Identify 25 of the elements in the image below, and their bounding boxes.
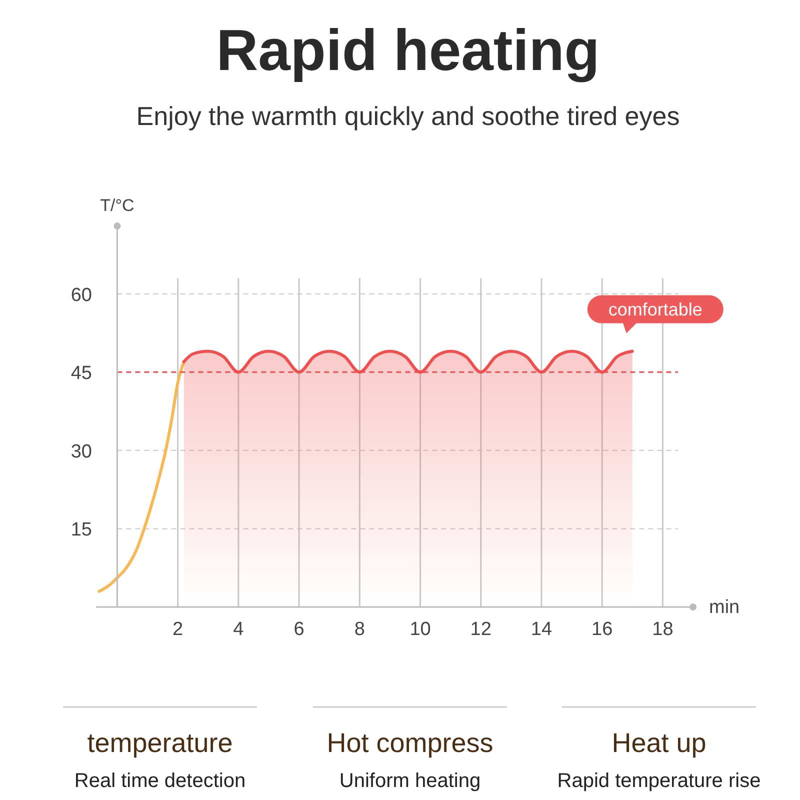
x-tick-label: 4 bbox=[233, 619, 244, 640]
x-tick-label: 10 bbox=[410, 619, 431, 640]
y-tick-label: 30 bbox=[70, 441, 92, 462]
x-tick-label: 14 bbox=[530, 619, 552, 640]
text: Hot compress bbox=[326, 728, 494, 758]
x-tick-label: 8 bbox=[354, 619, 365, 640]
x-tick-label: 12 bbox=[470, 619, 492, 640]
chart-title: Rapid heating bbox=[216, 18, 600, 83]
x-tick-label: 2 bbox=[172, 619, 184, 640]
x-tick-label: 18 bbox=[652, 619, 674, 640]
text: Uniform heating bbox=[339, 770, 481, 792]
y-axis-title: T/°C bbox=[100, 196, 134, 215]
y-tick-label: 45 bbox=[70, 363, 92, 384]
x-tick-label: 16 bbox=[592, 619, 613, 640]
line-series bbox=[98, 360, 186, 593]
annotation: comfortable bbox=[608, 299, 702, 320]
y-tick-label: 60 bbox=[70, 284, 92, 306]
text: temperature bbox=[87, 728, 233, 758]
x-tick-label: 6 bbox=[294, 619, 304, 640]
text: Heat up bbox=[612, 728, 706, 758]
x-axis-title: min bbox=[709, 597, 740, 618]
chart-subtitle: Enjoy the warmth quickly and soothe tired eyes bbox=[136, 101, 680, 131]
y-tick-label: 15 bbox=[70, 520, 92, 541]
text: Rapid temperature rise bbox=[557, 770, 761, 792]
text: Real time detection bbox=[74, 770, 246, 792]
